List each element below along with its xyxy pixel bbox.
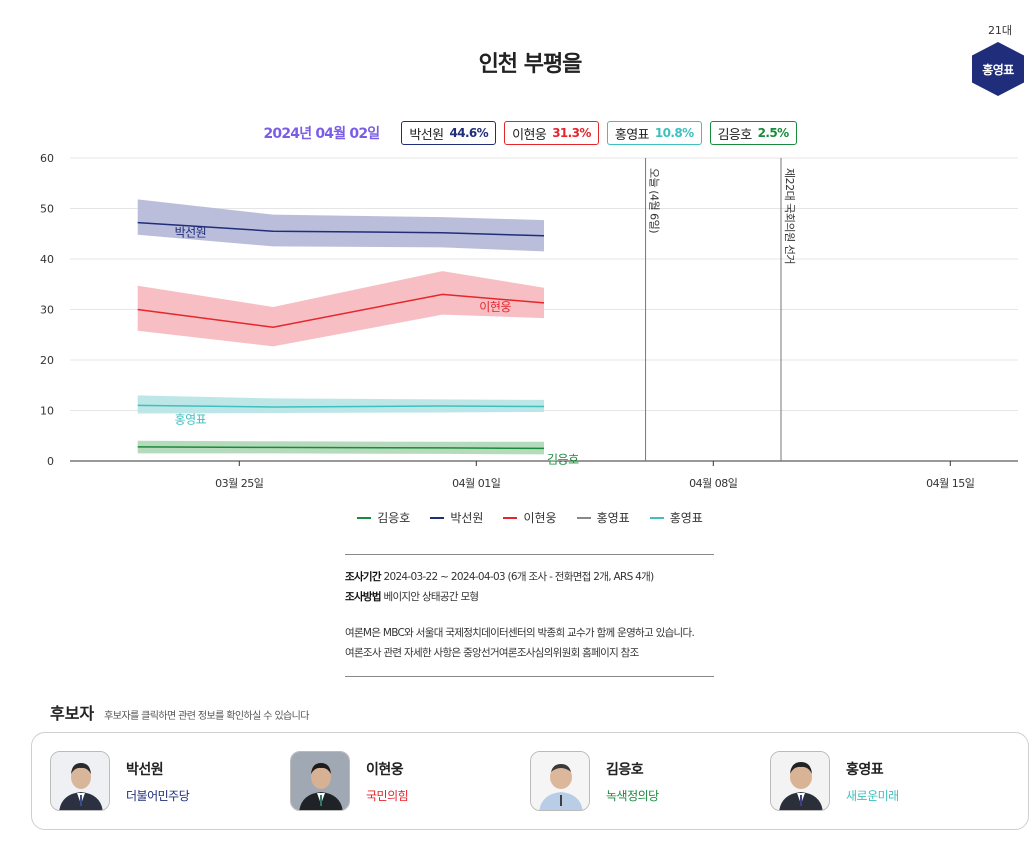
candidate-text: 박선원 더불어민주당 [126,759,190,804]
survey-info: 조사기간 2024-03-22 ~ 2024-04-03 (6개 조사 - 전화… [345,554,714,677]
confidence-band [137,395,544,414]
candidate-party: 더불어민주당 [126,788,190,803]
legend-label: 홍영표 [669,511,703,525]
candidates-title: 후보자 [50,704,95,723]
candidate-text: 홍영표 새로운미래 [846,759,899,804]
legend-label: 이현웅 [523,511,557,525]
candidates-subtitle: 후보자를 클릭하면 관련 정보를 확인하실 수 있습니다 [104,711,309,722]
candidate-name: 홍영표 [846,761,884,778]
candidate-party: 새로운미래 [846,788,899,803]
value-box-name: 이현웅 [512,127,547,143]
value-box-pct: 2.5% [757,126,789,140]
value-box-2: 이현웅 31.3% [504,121,599,145]
candidate-card[interactable]: 이현웅 국민의힘 [290,751,409,811]
legend-line-icon [430,516,445,519]
legend-item[interactable]: 홍영표 [576,509,630,526]
value-box-4: 김응호 2.5% [709,121,797,145]
series-label: 홍영표 [175,413,207,427]
series-line [137,221,545,237]
term-label: 21대 [987,24,1013,37]
legend-line-icon [649,516,664,519]
value-box-3: 홍영표 10.8% [606,121,702,145]
survey-method-label: 조사방법 [345,591,382,603]
incumbent-badge[interactable]: 홍영표 [972,42,1024,96]
series-label: 김응호 [547,452,579,466]
legend-item[interactable]: 홍영표 [649,509,703,526]
candidates-panel: 박선원 더불어민주당 이현웅 국민의힘 김응호 녹색정의당 홍영표 새로운미래 [31,732,1029,830]
series-line [137,404,545,408]
survey-note: 여론조사 관련 자세한 사항은 중앙선거여론조사심의위원회 홈페이지 참조 [345,647,639,659]
legend-label: 홍영표 [596,511,630,525]
y-tick-label: 40 [40,253,54,266]
legend-label: 김응호 [377,511,411,525]
candidate-name: 이현웅 [366,761,404,778]
chart-legend: 김응호 박선원 이현웅 홍영표 홍영표 [0,509,1033,526]
x-tick-label: 04월 08일 [689,476,738,490]
current-date: 2024년 04월 02일 [263,126,380,142]
candidate-card[interactable]: 홍영표 새로운미래 [770,751,899,811]
series-line [137,446,545,450]
legend-item[interactable]: 김응호 [357,509,410,526]
candidate-name: 김응호 [606,761,644,778]
candidate-photo [290,751,350,811]
value-box-name: 홍영표 [614,127,650,143]
survey-period-value: 2024-03-22 ~ 2024-04-03 (6개 조사 - 전화면접 2개… [383,571,654,583]
page-title: 인천 부평을 [478,52,583,77]
poll-trend-chart: 0 10 20 30 40 50 60 03월 25일 04월 01일 04월 08일 04월 15… [40,152,1018,490]
candidates-header: 후보자 후보자를 클릭하면 관련 정보를 확인하실 수 있습니다 [50,700,309,724]
confidence-band [137,199,544,252]
value-box-pct: 10.8% [654,126,694,140]
y-tick-label: 0 [47,455,54,468]
value-box-name: 김응호 [717,127,753,143]
value-box-1: 박선원 44.6% [401,121,497,145]
candidate-party: 국민의힘 [366,788,409,803]
series-label: 박선원 [175,226,207,240]
candidate-text: 이현웅 국민의힘 [366,759,409,804]
candidate-name: 박선원 [126,761,164,778]
legend-line-icon [357,516,372,519]
y-tick-label: 20 [40,354,54,367]
legend-line-icon [503,516,518,519]
confidence-band [137,271,544,347]
value-box-pct: 31.3% [552,126,591,140]
x-tick-label: 04월 15일 [926,476,975,490]
legend-line-icon [576,516,591,519]
current-values-row: 2024년 04월 02일 박선원 44.6% 이현웅 31.3% 홍영표 10… [0,120,1033,146]
y-tick-label: 10 [40,405,54,418]
candidate-photo [770,751,830,811]
survey-period-label: 조사기간 [345,571,382,583]
candidate-party: 녹색정의당 [606,788,659,803]
candidate-text: 김응호 녹색정의당 [606,759,659,804]
survey-method: 조사방법 베이지안 상태공간 모형 [345,587,714,607]
candidate-photo [530,751,590,811]
y-tick-label: 30 [40,304,54,317]
legend-label: 박선원 [450,511,484,525]
series-label: 이현웅 [479,300,511,314]
value-box-name: 박선원 [409,127,444,143]
series-line [137,293,545,328]
value-box-pct: 44.6% [449,126,489,140]
legend-item[interactable]: 이현웅 [503,509,557,526]
annotation-label: 제22대 국회의원 선거 [783,168,796,264]
legend-item[interactable]: 박선원 [430,509,483,526]
candidate-photo [50,751,110,811]
annotation-label: 오늘 (4월 6일) [648,168,662,233]
y-tick-label: 50 [40,203,54,216]
y-tick-label: 60 [40,152,54,165]
survey-method-value: 베이지안 상태공간 모형 [383,591,479,603]
survey-note: 여론M은 MBC와 서울대 국제정치데이터센터의 박종희 교수가 함께 운영하고… [345,627,695,639]
x-tick-label: 04월 01일 [452,476,501,490]
x-tick-label: 03월 25일 [215,476,264,490]
candidate-card[interactable]: 박선원 더불어민주당 [50,751,190,811]
candidate-card[interactable]: 김응호 녹색정의당 [530,751,659,811]
survey-period: 조사기간 2024-03-22 ~ 2024-04-03 (6개 조사 - 전화… [345,567,714,587]
